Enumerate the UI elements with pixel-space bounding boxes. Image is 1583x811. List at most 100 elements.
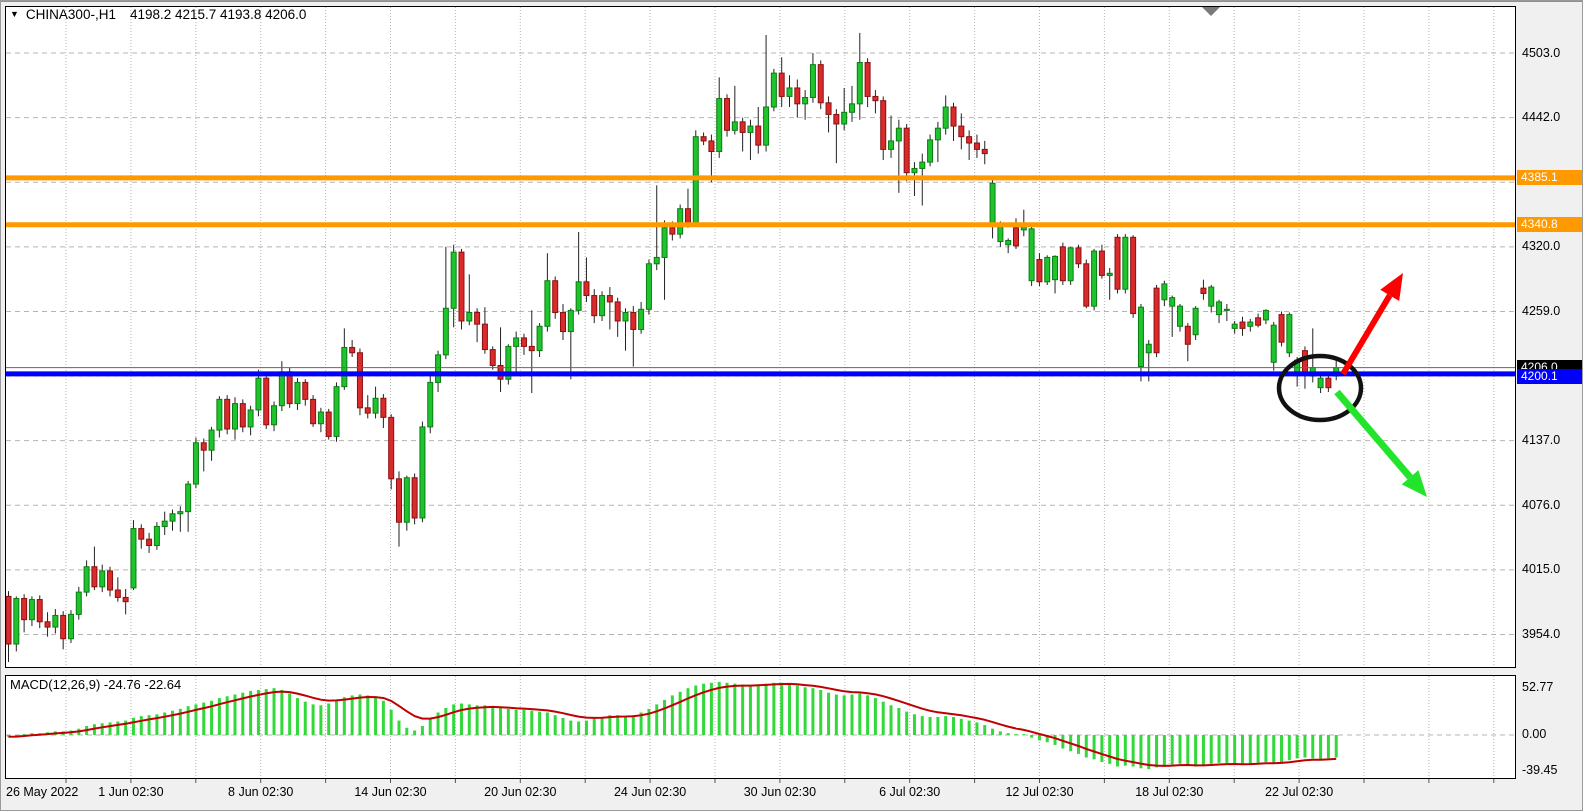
macd-bar xyxy=(483,705,487,735)
candle xyxy=(435,350,442,392)
candle xyxy=(153,522,160,550)
candle xyxy=(770,68,777,112)
macd-bar xyxy=(366,695,370,735)
candle xyxy=(302,379,309,406)
macd-bar xyxy=(694,685,698,735)
candle xyxy=(1122,234,1129,294)
macd-bar xyxy=(920,716,924,735)
candle xyxy=(91,546,98,591)
macd-bar xyxy=(311,704,315,735)
candle xyxy=(489,346,496,370)
candle xyxy=(583,257,590,302)
candle xyxy=(1192,306,1199,341)
macd-bar xyxy=(1053,734,1057,745)
macd-bar xyxy=(374,697,378,735)
macd-bar xyxy=(1319,734,1323,760)
price-level-label: 4200.1 xyxy=(1517,368,1582,384)
candle xyxy=(67,610,74,643)
macd-bar xyxy=(1186,734,1190,765)
candle xyxy=(1005,238,1012,254)
highlight-ellipse-annotation[interactable] xyxy=(1276,353,1364,423)
candle xyxy=(505,344,512,385)
macd-bar xyxy=(873,698,877,735)
candle xyxy=(903,123,910,182)
macd-bar xyxy=(178,708,182,735)
macd-bar xyxy=(952,716,956,735)
candle xyxy=(786,75,793,108)
macd-bar xyxy=(686,688,690,735)
candle xyxy=(638,301,645,334)
macd-bar xyxy=(413,730,417,735)
candle xyxy=(973,134,980,158)
macd-bar xyxy=(436,712,440,735)
price-tick-label: 4503.0 xyxy=(1522,45,1561,60)
macd-bar xyxy=(600,716,604,735)
macd-bar xyxy=(1076,734,1080,754)
symbol-dropdown-icon[interactable]: ▼ xyxy=(10,9,19,19)
macd-bar xyxy=(147,715,151,735)
macd-bar xyxy=(889,705,893,735)
macd-bar xyxy=(905,711,909,735)
bullish-arrow-annotation[interactable] xyxy=(1340,273,1403,376)
candle xyxy=(1067,246,1074,285)
candle xyxy=(1153,284,1160,357)
bearish-arrow-annotation[interactable] xyxy=(1334,389,1427,497)
macd-bar xyxy=(553,715,557,735)
macd-bar xyxy=(1037,734,1041,741)
macd-bar xyxy=(850,694,854,735)
candle xyxy=(630,306,637,367)
macd-bar xyxy=(545,712,549,735)
macd-bar xyxy=(795,685,799,735)
candle xyxy=(177,506,184,532)
candle xyxy=(247,405,254,436)
macd-bar xyxy=(1233,734,1237,764)
candle xyxy=(966,130,973,160)
time-tick-label: 30 Jun 02:30 xyxy=(743,785,817,799)
macd-bar xyxy=(1022,734,1026,736)
candle xyxy=(122,588,129,615)
candle xyxy=(622,308,629,351)
macd-bar xyxy=(397,720,401,735)
macd-bar xyxy=(756,684,760,735)
macd-bar xyxy=(616,715,620,735)
macd-bar xyxy=(1162,734,1166,767)
candle xyxy=(13,596,20,652)
candle xyxy=(763,34,770,152)
candle xyxy=(1098,244,1105,279)
candle xyxy=(442,246,449,360)
candle xyxy=(544,253,551,332)
time-tick-label: 12 Jul 02:30 xyxy=(1005,785,1074,799)
macd-bar xyxy=(264,689,268,735)
candle xyxy=(310,395,317,427)
candle xyxy=(809,53,816,103)
candle xyxy=(856,32,863,120)
macd-bar xyxy=(1280,734,1284,762)
candle xyxy=(1130,235,1137,318)
candle xyxy=(778,57,785,108)
time-tick-label: 22 Jul 02:30 xyxy=(1265,785,1334,799)
macd-bar xyxy=(389,709,393,735)
macd-bar xyxy=(1225,734,1229,763)
candle xyxy=(1044,255,1051,285)
macd-bar xyxy=(22,734,26,736)
candle xyxy=(356,348,363,416)
chart-shift-marker-icon[interactable] xyxy=(1202,7,1220,16)
candle xyxy=(731,85,738,135)
candle xyxy=(724,94,731,137)
macd-bar xyxy=(124,720,128,735)
candle xyxy=(255,369,262,417)
candle xyxy=(200,438,207,472)
macd-bar xyxy=(561,717,565,735)
macd-bar xyxy=(842,695,846,735)
macd-bar xyxy=(733,683,737,735)
candle xyxy=(528,310,535,394)
macd-bar xyxy=(1155,734,1159,768)
macd-bar xyxy=(30,733,34,735)
price-level-label: 4340.8 xyxy=(1517,217,1582,233)
macd-bar xyxy=(459,703,463,735)
macd-bar xyxy=(499,707,503,735)
candle xyxy=(1083,259,1090,309)
candle xyxy=(825,96,832,133)
